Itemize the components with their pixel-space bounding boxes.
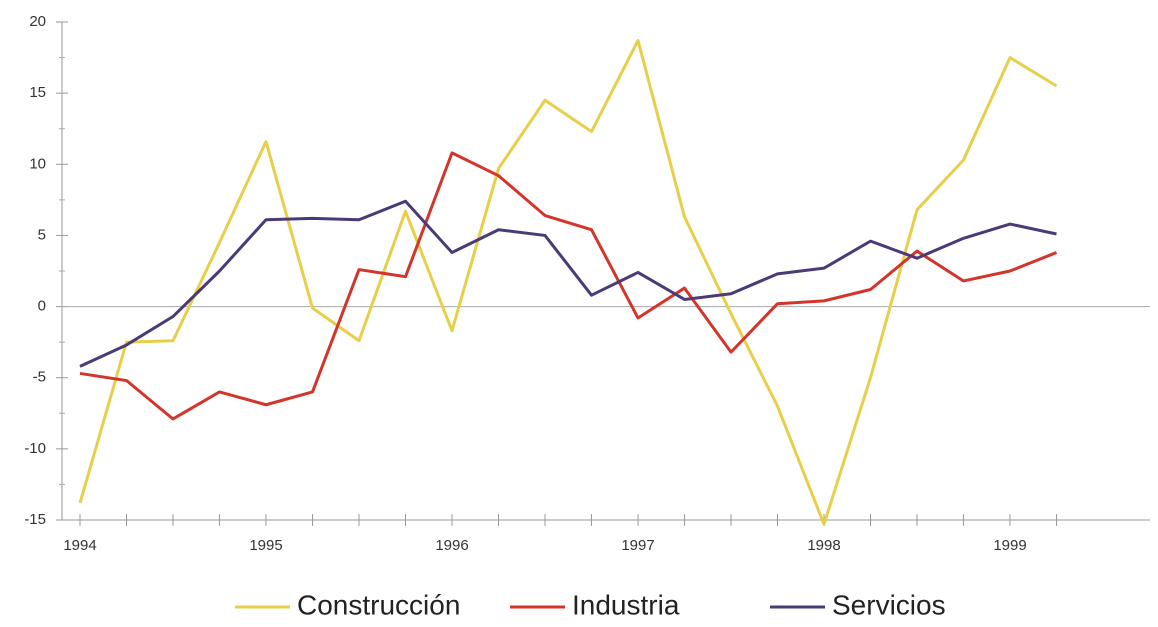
legend-label: Industria	[572, 589, 680, 620]
y-tick-label: 15	[29, 84, 46, 101]
legend-label: Servicios	[832, 589, 946, 620]
y-tick-label: 5	[38, 226, 46, 243]
x-tick-label: 1997	[621, 537, 654, 554]
series-line	[79, 151, 1058, 421]
x-tick-label: 1996	[435, 537, 468, 554]
x-tick-label: 1995	[249, 537, 282, 554]
y-tick-label: -10	[24, 440, 46, 457]
x-tick-label: 1999	[993, 537, 1026, 554]
legend-label: Construcción	[297, 589, 460, 620]
x-tick-label: 1998	[807, 537, 840, 554]
series-line	[79, 199, 1057, 368]
y-tick-label: -5	[33, 369, 46, 386]
y-tick-label: 20	[29, 13, 46, 30]
y-tick-label: 0	[38, 298, 46, 315]
y-tick-label: -15	[24, 511, 46, 528]
x-tick-label: 1994	[63, 537, 96, 554]
y-tick-label: 10	[29, 155, 46, 172]
series-line	[78, 38, 1058, 526]
